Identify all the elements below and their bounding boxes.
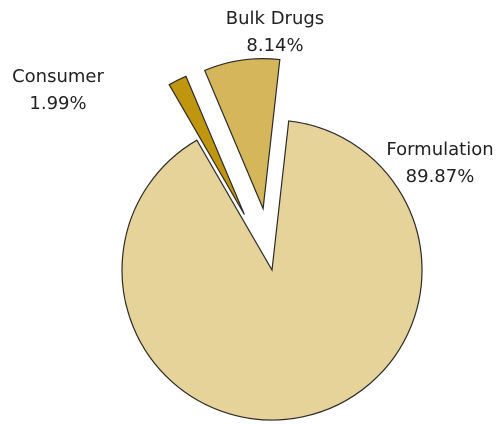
pie-slices <box>121 58 423 421</box>
consumer-value-label: 1.99% <box>29 93 86 114</box>
label-consumer: Consumer 1.99% <box>12 66 104 114</box>
pie-slice-consumer <box>168 75 245 215</box>
formulation-category-label: Formulation <box>386 139 493 160</box>
pie-slice-bulk-drugs <box>203 58 281 211</box>
formulation-value-label: 89.87% <box>406 166 475 187</box>
bulk-drugs-value-label: 8.14% <box>246 35 303 56</box>
bulk-drugs-category-label: Bulk Drugs <box>226 8 324 29</box>
label-bulk-drugs: Bulk Drugs 8.14% <box>226 8 324 56</box>
consumer-category-label: Consumer <box>12 66 104 87</box>
pie-slice-formulation <box>121 120 423 421</box>
label-formulation: Formulation 89.87% <box>386 139 493 187</box>
